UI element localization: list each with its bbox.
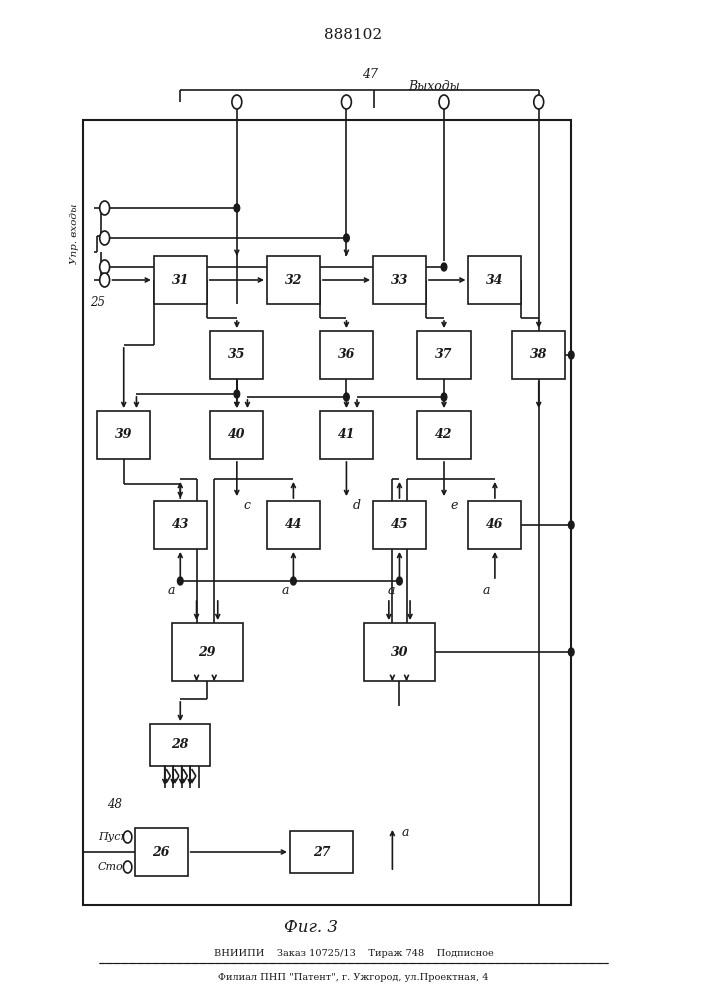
Circle shape bbox=[441, 393, 447, 401]
Circle shape bbox=[341, 95, 351, 109]
Circle shape bbox=[568, 351, 574, 359]
Text: 40: 40 bbox=[228, 428, 245, 442]
Text: 25: 25 bbox=[90, 296, 105, 308]
Bar bbox=[417, 411, 470, 459]
Text: 46: 46 bbox=[486, 518, 503, 532]
Text: 36: 36 bbox=[338, 349, 355, 361]
Text: 48: 48 bbox=[107, 798, 122, 810]
Circle shape bbox=[397, 577, 402, 585]
Circle shape bbox=[439, 95, 449, 109]
Text: 47: 47 bbox=[362, 68, 378, 81]
Text: 45: 45 bbox=[391, 518, 408, 532]
Bar bbox=[172, 623, 243, 681]
Text: e: e bbox=[451, 499, 458, 512]
Bar bbox=[97, 411, 150, 459]
Text: 31: 31 bbox=[172, 273, 189, 286]
Bar bbox=[468, 256, 521, 304]
Text: 39: 39 bbox=[115, 428, 132, 442]
Text: 38: 38 bbox=[530, 349, 547, 361]
Text: d: d bbox=[353, 499, 361, 512]
Bar bbox=[290, 831, 354, 873]
Circle shape bbox=[100, 260, 110, 274]
Bar bbox=[320, 331, 373, 379]
Bar bbox=[364, 623, 435, 681]
Bar bbox=[267, 256, 320, 304]
Circle shape bbox=[534, 95, 544, 109]
Bar bbox=[417, 331, 470, 379]
Text: 28: 28 bbox=[172, 738, 189, 752]
Text: 29: 29 bbox=[199, 646, 216, 658]
Text: Филиал ПНП "Патент", г. Ужгород, ул.Проектная, 4: Филиал ПНП "Патент", г. Ужгород, ул.Прое… bbox=[218, 972, 489, 982]
Bar bbox=[373, 256, 426, 304]
Circle shape bbox=[441, 263, 447, 271]
Bar bbox=[211, 411, 263, 459]
Text: Выходы: Выходы bbox=[408, 80, 460, 93]
Circle shape bbox=[100, 231, 110, 245]
Text: 44: 44 bbox=[285, 518, 302, 532]
Text: 888102: 888102 bbox=[325, 28, 382, 42]
Bar bbox=[468, 501, 521, 549]
Text: 32: 32 bbox=[285, 273, 302, 286]
Text: Фиг. 3: Фиг. 3 bbox=[284, 918, 338, 936]
Circle shape bbox=[291, 577, 296, 585]
Text: 37: 37 bbox=[436, 349, 452, 361]
Text: Упр. входы: Упр. входы bbox=[70, 204, 78, 264]
Circle shape bbox=[344, 234, 349, 242]
Circle shape bbox=[568, 648, 574, 656]
Text: 26: 26 bbox=[153, 846, 170, 858]
Text: a: a bbox=[387, 584, 395, 598]
Bar bbox=[134, 828, 188, 876]
Text: Пуск: Пуск bbox=[98, 832, 127, 842]
Circle shape bbox=[234, 204, 240, 212]
Text: a: a bbox=[402, 826, 409, 838]
Bar bbox=[211, 331, 263, 379]
Text: 33: 33 bbox=[391, 273, 408, 286]
Bar bbox=[512, 331, 566, 379]
Circle shape bbox=[232, 95, 242, 109]
Circle shape bbox=[344, 393, 349, 401]
Bar bbox=[373, 501, 426, 549]
Circle shape bbox=[568, 521, 574, 529]
Bar bbox=[267, 501, 320, 549]
Text: 30: 30 bbox=[391, 646, 408, 658]
Text: 35: 35 bbox=[228, 349, 245, 361]
Bar bbox=[153, 256, 206, 304]
Bar bbox=[153, 501, 206, 549]
Text: 27: 27 bbox=[313, 846, 330, 858]
Circle shape bbox=[234, 390, 240, 398]
Text: 41: 41 bbox=[338, 428, 355, 442]
Circle shape bbox=[100, 201, 110, 215]
Bar bbox=[320, 411, 373, 459]
Text: a: a bbox=[281, 584, 288, 598]
Circle shape bbox=[177, 577, 183, 585]
Circle shape bbox=[100, 273, 110, 287]
Text: Стоп: Стоп bbox=[98, 862, 131, 872]
Text: a: a bbox=[168, 584, 175, 598]
Text: 43: 43 bbox=[172, 518, 189, 532]
Text: 42: 42 bbox=[436, 428, 452, 442]
Text: a: a bbox=[483, 584, 490, 598]
Bar bbox=[150, 724, 211, 766]
Text: 34: 34 bbox=[486, 273, 503, 286]
Bar bbox=[83, 120, 571, 905]
Circle shape bbox=[123, 861, 132, 873]
Text: ВНИИПИ    Заказ 10725/13    Тираж 748    Подписное: ВНИИПИ Заказ 10725/13 Тираж 748 Подписно… bbox=[214, 950, 493, 958]
Circle shape bbox=[123, 831, 132, 843]
Text: c: c bbox=[244, 499, 251, 512]
